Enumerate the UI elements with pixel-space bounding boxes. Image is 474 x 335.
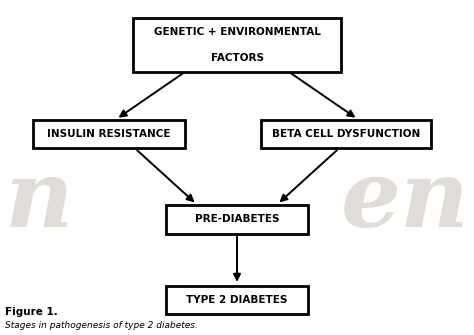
Text: en: en [340, 156, 469, 246]
Text: PRE-DIABETES: PRE-DIABETES [195, 214, 279, 224]
Text: GENETIC + ENVIRONMENTAL

FACTORS: GENETIC + ENVIRONMENTAL FACTORS [154, 27, 320, 63]
Text: Stages in pathogenesis of type 2 diabetes.: Stages in pathogenesis of type 2 diabete… [5, 321, 198, 330]
Text: BETA CELL DYSFUNCTION: BETA CELL DYSFUNCTION [272, 129, 420, 139]
Text: TYPE 2 DIABETES: TYPE 2 DIABETES [186, 295, 288, 305]
FancyBboxPatch shape [261, 120, 431, 148]
FancyBboxPatch shape [166, 285, 308, 314]
Text: Figure 1.: Figure 1. [5, 307, 57, 317]
Text: INSULIN RESISTANCE: INSULIN RESISTANCE [47, 129, 171, 139]
Text: n: n [5, 156, 73, 246]
FancyBboxPatch shape [133, 18, 341, 72]
FancyBboxPatch shape [33, 120, 185, 148]
FancyBboxPatch shape [166, 205, 308, 234]
